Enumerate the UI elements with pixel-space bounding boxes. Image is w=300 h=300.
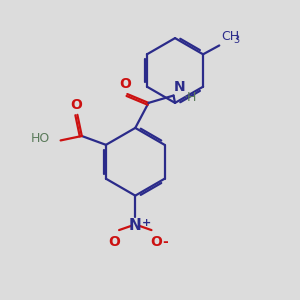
Text: +: + — [142, 218, 151, 228]
Text: O: O — [150, 236, 162, 249]
Text: 3: 3 — [233, 35, 239, 45]
Text: HO: HO — [31, 133, 50, 146]
Text: CH: CH — [222, 29, 240, 43]
Text: N: N — [129, 218, 142, 233]
Text: ·H: ·H — [184, 92, 197, 104]
Text: O: O — [109, 236, 121, 249]
Text: -: - — [163, 236, 168, 249]
Text: N: N — [174, 80, 186, 94]
Text: O: O — [119, 76, 131, 91]
Text: O: O — [70, 98, 82, 112]
